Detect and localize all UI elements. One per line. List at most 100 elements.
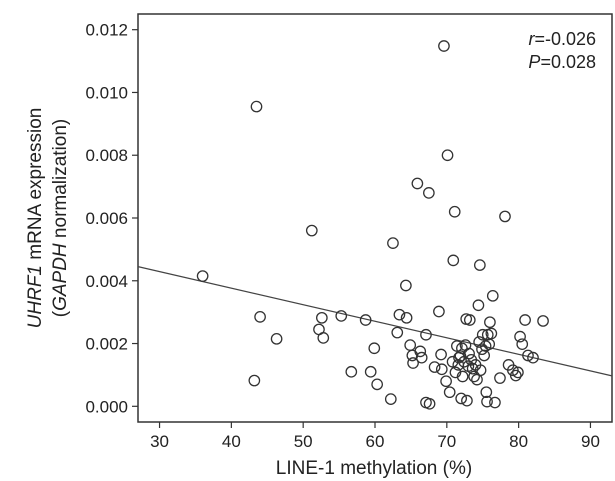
p-value-annotation: P=0.028 bbox=[528, 52, 596, 72]
x-tick-label: 40 bbox=[222, 432, 241, 451]
data-point bbox=[527, 351, 539, 364]
y-tick-label: 0.006 bbox=[85, 209, 128, 228]
y-axis-title-text: mRNA expression bbox=[25, 108, 46, 265]
data-point bbox=[305, 224, 318, 237]
x-tick-label: 30 bbox=[150, 432, 169, 451]
data-point bbox=[446, 355, 459, 368]
data-point bbox=[519, 314, 531, 326]
data-point bbox=[449, 366, 462, 379]
x-tick-label: 50 bbox=[294, 432, 313, 451]
data-point bbox=[451, 340, 463, 352]
data-point bbox=[317, 332, 330, 344]
y-axis-ticks: 0.000 0.002 0.004 0.006 0.008 0.010 0.012 bbox=[85, 21, 138, 416]
y-axis-title-line-2: (GAPDH normalization) bbox=[50, 119, 71, 318]
data-point bbox=[400, 279, 412, 292]
y-axis-normalization-text: normalization) bbox=[50, 119, 71, 244]
data-point bbox=[537, 315, 549, 327]
data-point bbox=[400, 311, 413, 324]
data-point bbox=[335, 310, 348, 322]
x-tick-label: 60 bbox=[366, 432, 385, 451]
data-point bbox=[474, 364, 487, 377]
p-symbol: P bbox=[528, 52, 540, 72]
plot-area bbox=[137, 13, 613, 423]
y-tick-label: 0.000 bbox=[85, 397, 128, 416]
data-point bbox=[391, 326, 404, 339]
data-point bbox=[433, 305, 445, 318]
data-point bbox=[196, 270, 209, 282]
data-point bbox=[440, 375, 452, 388]
data-point bbox=[494, 372, 506, 384]
data-point bbox=[345, 365, 358, 378]
data-point bbox=[368, 342, 381, 355]
y-tick-label: 0.012 bbox=[85, 21, 128, 40]
data-point bbox=[514, 330, 526, 343]
data-point bbox=[371, 378, 384, 391]
data-point bbox=[499, 210, 511, 223]
data-point bbox=[254, 311, 266, 323]
data-point bbox=[484, 316, 496, 329]
data-point bbox=[461, 394, 473, 407]
y-axis-open-paren: ( bbox=[50, 310, 71, 317]
data-point bbox=[483, 338, 496, 351]
data-point bbox=[472, 299, 485, 312]
y-tick-label: 0.010 bbox=[85, 83, 128, 102]
data-point bbox=[466, 362, 479, 375]
x-axis-ticks: 30 40 50 60 70 80 90 bbox=[150, 422, 600, 451]
data-point bbox=[478, 349, 491, 362]
data-point bbox=[447, 254, 460, 267]
data-point bbox=[423, 187, 435, 199]
y-tick-label: 0.004 bbox=[85, 272, 128, 291]
data-point bbox=[414, 345, 427, 358]
data-point bbox=[411, 177, 424, 190]
y-axis-reference-gene: GAPDH bbox=[50, 243, 71, 311]
data-point bbox=[393, 308, 406, 321]
data-point bbox=[448, 205, 461, 218]
data-points bbox=[196, 40, 549, 410]
data-point bbox=[435, 363, 448, 376]
data-point bbox=[474, 259, 486, 271]
data-point bbox=[384, 393, 397, 405]
data-point bbox=[463, 347, 475, 360]
data-point bbox=[512, 366, 524, 379]
data-point bbox=[480, 386, 493, 399]
data-point bbox=[435, 348, 447, 361]
data-point bbox=[443, 386, 456, 399]
y-tick-label: 0.002 bbox=[85, 335, 128, 354]
p-value: =0.028 bbox=[540, 52, 596, 72]
y-axis-gene-name: UHRF1 bbox=[25, 265, 46, 328]
data-point bbox=[428, 361, 441, 373]
correlation-coefficient: r=-0.026 bbox=[528, 29, 596, 49]
data-point bbox=[522, 349, 534, 362]
data-point bbox=[250, 100, 263, 113]
data-point bbox=[248, 374, 261, 387]
data-point bbox=[509, 369, 522, 382]
data-point bbox=[456, 370, 469, 383]
data-point bbox=[489, 396, 501, 409]
data-point bbox=[420, 328, 432, 341]
data-point bbox=[364, 365, 377, 378]
data-point bbox=[516, 338, 529, 351]
data-point bbox=[270, 332, 283, 345]
data-point bbox=[485, 327, 498, 340]
x-tick-label: 70 bbox=[437, 432, 456, 451]
x-axis-title: LINE-1 methylation (%) bbox=[276, 458, 472, 479]
data-point bbox=[438, 40, 450, 52]
data-point bbox=[463, 314, 476, 326]
data-point bbox=[481, 395, 493, 408]
data-point bbox=[387, 237, 399, 249]
data-point bbox=[359, 314, 372, 326]
data-point bbox=[441, 149, 454, 162]
r-value: =-0.026 bbox=[534, 29, 596, 49]
data-point bbox=[476, 328, 489, 341]
data-point bbox=[486, 289, 499, 302]
data-point bbox=[423, 397, 436, 410]
data-point bbox=[407, 357, 419, 369]
data-point bbox=[454, 350, 467, 362]
r-symbol: r bbox=[528, 29, 535, 49]
x-tick-label: 80 bbox=[509, 432, 528, 451]
y-axis-title-line-1: UHRF1 mRNA expression bbox=[25, 108, 46, 329]
y-tick-label: 0.008 bbox=[85, 146, 128, 165]
data-point bbox=[316, 311, 328, 324]
data-point bbox=[455, 392, 468, 405]
